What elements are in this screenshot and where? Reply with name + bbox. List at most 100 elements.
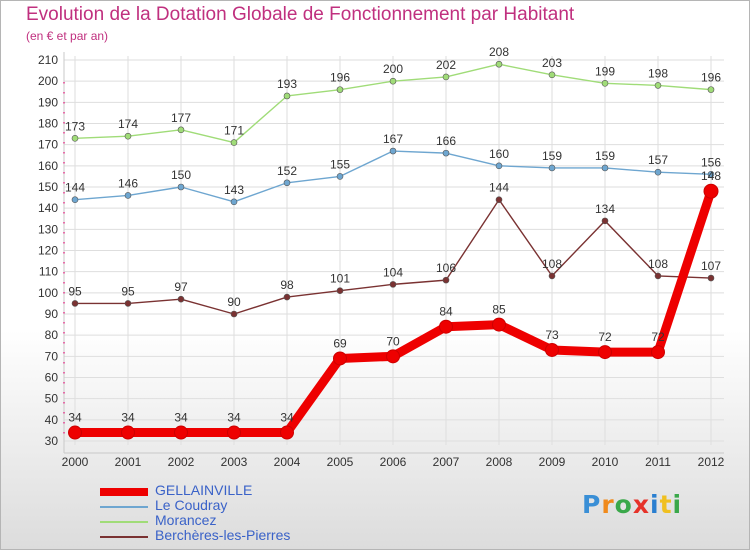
data-point-morancez <box>548 71 556 79</box>
data-point-le-coudray <box>336 173 344 180</box>
data-label-le-coudray: 150 <box>171 168 191 182</box>
data-point-morancez <box>177 126 185 134</box>
data-point-gellainville <box>227 425 241 440</box>
data-label-bercheres-les-pierres: 104 <box>383 265 403 279</box>
y-tick-label: 200 <box>38 74 58 88</box>
data-label-le-coudray: 159 <box>542 149 562 163</box>
y-tick-label: 40 <box>45 413 59 427</box>
data-label-gellainville: 72 <box>598 330 612 344</box>
data-point-gellainville <box>439 319 453 334</box>
data-label-gellainville: 34 <box>227 411 241 425</box>
data-point-bercheres-les-pierres <box>124 300 132 307</box>
y-tick-label: 50 <box>45 392 59 406</box>
y-tick-label: 160 <box>38 159 58 173</box>
data-point-gellainville <box>280 425 294 440</box>
x-tick-label: 2009 <box>539 455 566 469</box>
legend-swatch <box>100 488 148 496</box>
data-label-morancez: 177 <box>171 111 191 125</box>
data-point-le-coudray <box>71 196 79 203</box>
y-tick-label: 120 <box>38 244 58 258</box>
chart-title: Evolution de la Dotation Globale de Fonc… <box>26 4 575 25</box>
chart-subtitle: (en € et par an) <box>26 29 109 43</box>
x-tick-label: 2000 <box>62 455 89 469</box>
x-tick-label: 2011 <box>645 455 671 469</box>
data-point-gellainville <box>68 425 82 440</box>
data-point-le-coudray <box>177 183 185 191</box>
data-point-bercheres-les-pierres <box>283 293 291 301</box>
x-tick-label: 2008 <box>486 455 513 469</box>
logo-letter: i <box>650 490 660 519</box>
data-label-gellainville: 70 <box>386 334 400 348</box>
data-label-bercheres-les-pierres: 95 <box>121 284 135 298</box>
data-point-morancez <box>654 82 662 89</box>
legend-swatch <box>100 506 148 508</box>
legend-label: Le Coudray <box>155 497 228 513</box>
data-point-bercheres-les-pierres <box>495 196 503 203</box>
y-tick-label: 110 <box>39 265 58 279</box>
data-label-morancez: 196 <box>330 71 350 85</box>
legend-swatch <box>100 521 148 523</box>
data-point-morancez <box>389 77 397 85</box>
data-point-le-coudray <box>654 168 662 176</box>
logo-letter: t <box>659 490 673 519</box>
data-label-bercheres-les-pierres: 134 <box>595 202 615 216</box>
data-label-morancez: 200 <box>383 62 403 76</box>
data-label-morancez: 196 <box>701 71 721 85</box>
data-label-le-coudray: 157 <box>648 153 668 167</box>
y-tick-label: 30 <box>45 434 59 448</box>
data-label-le-coudray: 167 <box>383 132 403 146</box>
data-point-morancez <box>230 139 238 146</box>
x-tick-label: 2007 <box>433 455 460 469</box>
data-point-bercheres-les-pierres <box>654 272 662 280</box>
data-label-bercheres-les-pierres: 108 <box>542 257 562 271</box>
data-label-bercheres-les-pierres: 97 <box>174 280 188 294</box>
data-point-morancez <box>283 92 291 100</box>
data-label-gellainville: 69 <box>333 336 347 350</box>
data-label-bercheres-les-pierres: 101 <box>330 272 350 286</box>
data-point-gellainville <box>174 425 188 440</box>
data-label-le-coudray: 155 <box>330 157 350 171</box>
logo-letter: P <box>582 490 602 519</box>
data-label-morancez: 198 <box>648 66 668 80</box>
proxiti-logo: Proxiti <box>582 490 682 519</box>
data-label-morancez: 202 <box>436 58 456 72</box>
data-label-bercheres-les-pierres: 108 <box>648 257 668 271</box>
y-tick-label: 100 <box>38 286 58 300</box>
data-point-gellainville <box>703 183 719 199</box>
data-label-gellainville: 73 <box>545 328 559 342</box>
legend-label: Morancez <box>155 512 217 528</box>
data-label-gellainville: 34 <box>68 411 82 425</box>
data-label-le-coudray: 159 <box>595 149 615 163</box>
data-point-morancez <box>601 79 609 87</box>
data-label-bercheres-les-pierres: 144 <box>489 181 509 195</box>
legend-label: GELLAINVILLE <box>155 482 253 498</box>
y-tick-label: 180 <box>38 117 58 131</box>
data-label-le-coudray: 146 <box>118 176 138 190</box>
data-point-bercheres-les-pierres <box>177 295 185 303</box>
data-point-gellainville <box>651 345 665 360</box>
data-label-bercheres-les-pierres: 107 <box>701 259 721 273</box>
data-label-le-coudray: 143 <box>224 183 244 197</box>
data-label-gellainville: 34 <box>174 411 188 425</box>
data-point-gellainville <box>121 425 135 440</box>
data-point-gellainville <box>598 345 612 360</box>
x-tick-label: 2004 <box>274 455 301 469</box>
data-point-bercheres-les-pierres <box>230 310 238 318</box>
data-point-bercheres-les-pierres <box>548 272 556 280</box>
data-label-morancez: 208 <box>489 45 509 59</box>
data-label-gellainville: 84 <box>439 305 453 319</box>
x-tick-label: 2006 <box>380 455 407 469</box>
data-point-bercheres-les-pierres <box>442 276 450 284</box>
data-label-morancez: 174 <box>118 117 138 131</box>
data-label-morancez: 171 <box>224 124 244 138</box>
y-tick-label: 190 <box>38 95 58 109</box>
data-point-morancez <box>71 135 79 142</box>
data-point-bercheres-les-pierres <box>71 300 79 307</box>
data-point-le-coudray <box>283 179 291 187</box>
logo-letter: o <box>614 490 633 519</box>
data-label-le-coudray: 166 <box>436 134 456 148</box>
data-label-le-coudray: 156 <box>701 155 721 169</box>
data-label-morancez: 199 <box>595 64 615 78</box>
x-tick-label: 2012 <box>698 455 725 469</box>
